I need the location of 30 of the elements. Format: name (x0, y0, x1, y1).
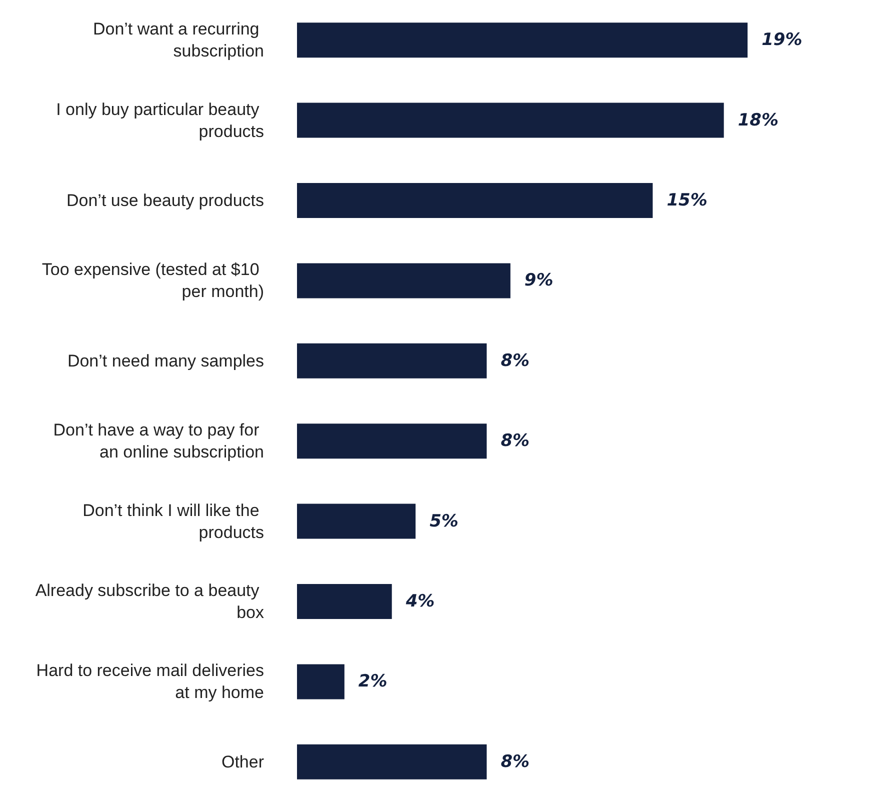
bar (297, 22, 748, 58)
data-label: 8% (500, 752, 530, 772)
bar (297, 584, 392, 619)
data-label: 8% (500, 431, 530, 452)
y-tick-label: Don’t think I will like the products (82, 500, 264, 542)
data-label: 18% (738, 110, 779, 130)
bar (297, 424, 487, 459)
y-tick-label: Already subscribe to a beauty box (35, 581, 264, 622)
bar (297, 343, 487, 378)
bar (297, 183, 653, 218)
y-tick-label: Don’t use beauty products (66, 191, 264, 210)
bar (297, 664, 344, 700)
y-tick-label: Hard to receive mail deliveries at my home (36, 661, 264, 702)
y-tick-label: Other (221, 752, 264, 772)
bar (297, 102, 724, 138)
y-tick-label: Don’t want a recurring subscription (92, 20, 264, 61)
bar (297, 744, 487, 780)
data-label: 9% (524, 270, 554, 291)
data-label: 19% (762, 30, 802, 50)
data-label: 15% (666, 190, 708, 210)
bar (297, 504, 416, 539)
y-tick-label: Too expensive (tested at $10 per month) (42, 260, 264, 302)
y-tick-label: Don’t need many samples (67, 351, 264, 370)
y-tick-label: I only buy particular beauty products (56, 100, 264, 141)
data-label: 8% (500, 350, 530, 371)
y-tick-label: Don’t have a way to pay for an online subscription (53, 420, 264, 462)
data-label: 4% (404, 592, 435, 612)
bar (297, 263, 510, 298)
data-label: 2% (358, 672, 388, 692)
data-label: 5% (430, 511, 458, 532)
